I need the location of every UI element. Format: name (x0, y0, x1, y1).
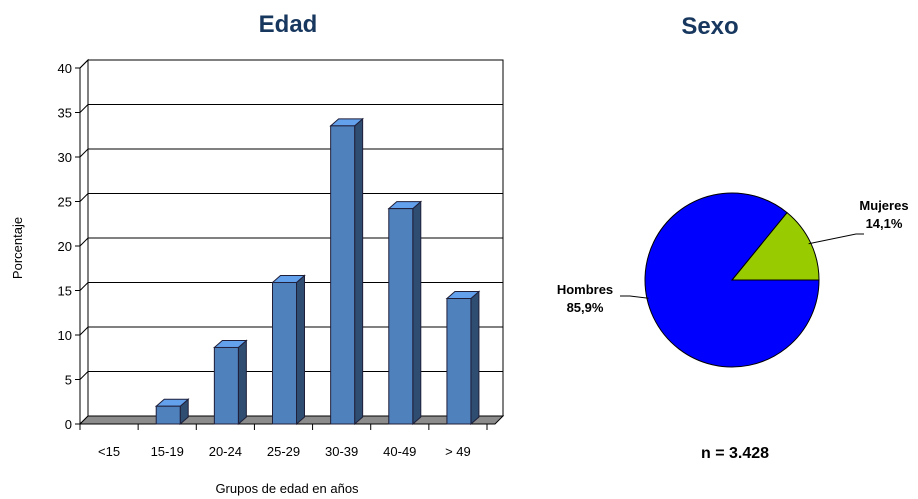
bar-chart-y-tick-label: 5 (65, 373, 72, 388)
bar-chart-y-tick-label: 40 (58, 61, 72, 76)
pie-label-mujeres-value: 14,1% (866, 216, 903, 231)
bar-15-19 (156, 399, 188, 424)
bar-front-face (389, 209, 413, 424)
bar-chart-x-tick-label: <15 (98, 444, 120, 459)
bar-40-49 (389, 202, 421, 424)
bar-side-face (471, 292, 479, 424)
bar-chart-x-tick-label: 15-19 (151, 444, 184, 459)
bar-front-face (214, 347, 238, 424)
bar-front-face (331, 126, 355, 424)
bar-chart-x-tick-label: 30-39 (325, 444, 358, 459)
bar-side-face (355, 119, 363, 424)
bar-25-29 (273, 275, 305, 424)
bar-chart-x-tick-label: 40-49 (383, 444, 416, 459)
bar-chart-x-tick-label: 20-24 (209, 444, 242, 459)
bar-chart-x-tick-label: 25-29 (267, 444, 300, 459)
pie-leader-mujeres (809, 234, 864, 244)
pie-leader-hombres (620, 296, 649, 298)
bar-chart-y-tick-label: 15 (58, 284, 72, 299)
bar-front-face (273, 282, 297, 424)
pie-label-hombres-value: 85,9% (567, 300, 604, 315)
bar-front-face (156, 406, 180, 424)
bar-chart-x-ticks: <15 15-19 20-24 25-29 30-39 40-49 > 49 (80, 424, 487, 459)
bar-chart-x-tick-label: > 49 (445, 444, 471, 459)
pie-chart-sample-size: n = 3.428 (701, 445, 769, 462)
bar-chart-y-tick-label: 25 (58, 195, 72, 210)
bar-side-face (238, 340, 246, 424)
age-bar-chart: Edad 0 5 10 15 20 25 30 35 40 <15 15-19 20-24 25-29… (10, 11, 503, 496)
bar-side-face (297, 275, 305, 424)
bar-chart-title: Edad (259, 11, 318, 38)
pie-label-mujeres-name: Mujeres (859, 198, 908, 213)
bar-chart-y-tick-label: 0 (65, 417, 72, 432)
bar-30-39 (331, 119, 363, 424)
bar-chart-y-tick-label: 35 (58, 106, 72, 121)
bar-chart-y-tick-label: 30 (58, 150, 72, 165)
pie-label-hombres-name: Hombres (557, 282, 613, 297)
pie-chart-slices (645, 193, 819, 367)
bar-chart-xlabel: Grupos de edad en años (215, 481, 359, 496)
bar-20-24 (214, 340, 246, 424)
bar-front-face (447, 299, 471, 424)
sex-pie-chart: Sexo Mujeres 14,1% Hombres 85,9% n = 3.428 (557, 13, 909, 462)
bar-chart-y-ticks: 0 5 10 15 20 25 30 35 40 (58, 61, 80, 432)
bar-chart-y-tick-label: 20 (58, 239, 72, 254)
pie-chart-title: Sexo (681, 13, 738, 40)
bar-chart-y-tick-label: 10 (58, 328, 72, 343)
bar-chart-ylabel: Porcentaje (10, 217, 25, 279)
bar-49 (447, 292, 479, 424)
bar-side-face (413, 202, 421, 424)
